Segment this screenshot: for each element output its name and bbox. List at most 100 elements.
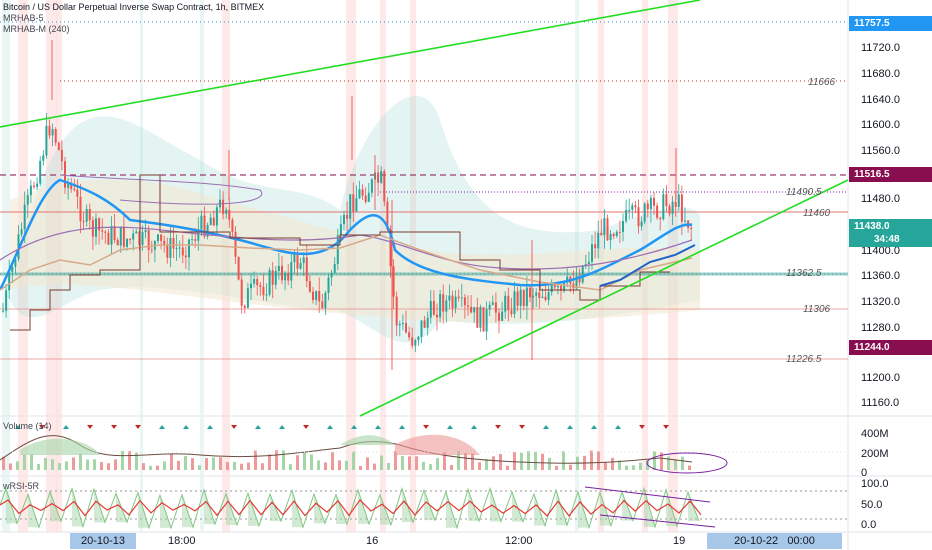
volume-bar: [289, 464, 292, 470]
candle: [45, 125, 48, 156]
candle: [256, 279, 259, 286]
candle: [501, 311, 504, 321]
candle: [330, 272, 333, 278]
oscillator-legend[interactable]: wRSI-5R: [3, 481, 40, 491]
candle: [560, 285, 562, 291]
candle: [222, 199, 225, 214]
level-label: 11226.5: [786, 354, 822, 365]
volume-bar: [618, 460, 621, 470]
candle: [628, 209, 631, 211]
candle: [383, 171, 386, 202]
candle: [612, 233, 615, 237]
candle: [470, 306, 473, 313]
level-label: 11362.5: [786, 268, 822, 279]
volume-bar: [555, 465, 558, 470]
signal-marker: [591, 425, 597, 429]
candle: [482, 307, 485, 332]
candle: [228, 209, 231, 220]
volume-bar: [58, 463, 61, 470]
volume-bar: [415, 456, 418, 470]
candle: [23, 204, 26, 230]
volume-annotation: [646, 452, 728, 474]
volume-bar: [443, 451, 446, 470]
ma-fast: [0, 178, 693, 291]
candle: [132, 233, 135, 240]
candle: [119, 226, 122, 246]
volume-bar: [373, 463, 376, 470]
candle: [29, 185, 32, 196]
price-tick: 11600.0: [861, 119, 900, 131]
candle: [377, 172, 380, 183]
volume-bar: [65, 461, 68, 470]
level-label: 11666: [808, 77, 836, 88]
candle: [405, 322, 407, 333]
volume-bar: [331, 452, 334, 470]
signal-marker: [63, 425, 69, 429]
candle: [364, 195, 367, 202]
candle: [312, 291, 314, 301]
volume-tick: 200M: [861, 448, 889, 460]
candle: [504, 295, 507, 312]
candle: [113, 226, 116, 241]
candle: [479, 307, 482, 328]
volume-bar: [240, 463, 243, 470]
level-label: 11490.5: [786, 187, 822, 198]
candle: [42, 155, 45, 161]
candle: [253, 279, 256, 284]
signal-marker: [279, 425, 285, 429]
volume-bar: [233, 461, 236, 470]
volume-bar: [156, 465, 159, 470]
candle: [11, 266, 14, 273]
candle: [88, 209, 91, 221]
candle: [33, 185, 35, 187]
candle: [39, 160, 42, 184]
candle: [541, 296, 544, 298]
candle: [355, 198, 358, 212]
candle: [516, 291, 519, 306]
candle: [188, 239, 190, 258]
volume-bar: [72, 457, 75, 470]
volume-bar: [513, 452, 516, 470]
volume-bar: [352, 451, 355, 470]
candle: [467, 305, 469, 307]
volume-bar: [471, 453, 474, 470]
ma-loop: [59, 174, 263, 205]
signal-marker: [327, 425, 333, 429]
candle: [299, 263, 302, 269]
signal-marker: [255, 425, 261, 429]
volume-bar: [275, 450, 278, 470]
candle: [498, 312, 500, 321]
volume-bar: [520, 452, 523, 470]
candle: [5, 290, 8, 311]
candle: [631, 205, 634, 210]
candle: [429, 301, 432, 318]
volume-cloud: [340, 435, 395, 445]
candle: [600, 232, 603, 236]
volume-bar: [79, 453, 82, 470]
candle: [597, 232, 600, 249]
candle: [454, 296, 457, 309]
signal-marker: [615, 425, 621, 429]
candle: [522, 289, 525, 307]
time-tick: 19: [673, 535, 686, 547]
candle: [98, 218, 101, 231]
candle: [370, 179, 373, 193]
time-tick: 12:00: [505, 535, 533, 547]
candle: [308, 281, 311, 292]
indicator-mrhab-m[interactable]: MRHAB-M (240): [3, 24, 70, 34]
price-tick: 11280.0: [861, 322, 900, 334]
price-tick: 11640.0: [861, 94, 900, 106]
volume-legend[interactable]: Volume (14): [3, 421, 52, 431]
volume-bar: [548, 457, 551, 470]
signal-marker: [399, 425, 405, 429]
signal-marker: [303, 425, 309, 429]
volume-bar: [401, 455, 404, 470]
indicator-mrhab-5[interactable]: MRHAB-5: [3, 13, 44, 23]
volume-bar: [338, 460, 341, 470]
signal-marker: [39, 425, 45, 429]
candle: [674, 201, 677, 207]
divergence-line: [584, 486, 711, 503]
candle: [594, 244, 597, 249]
candle: [525, 287, 528, 307]
